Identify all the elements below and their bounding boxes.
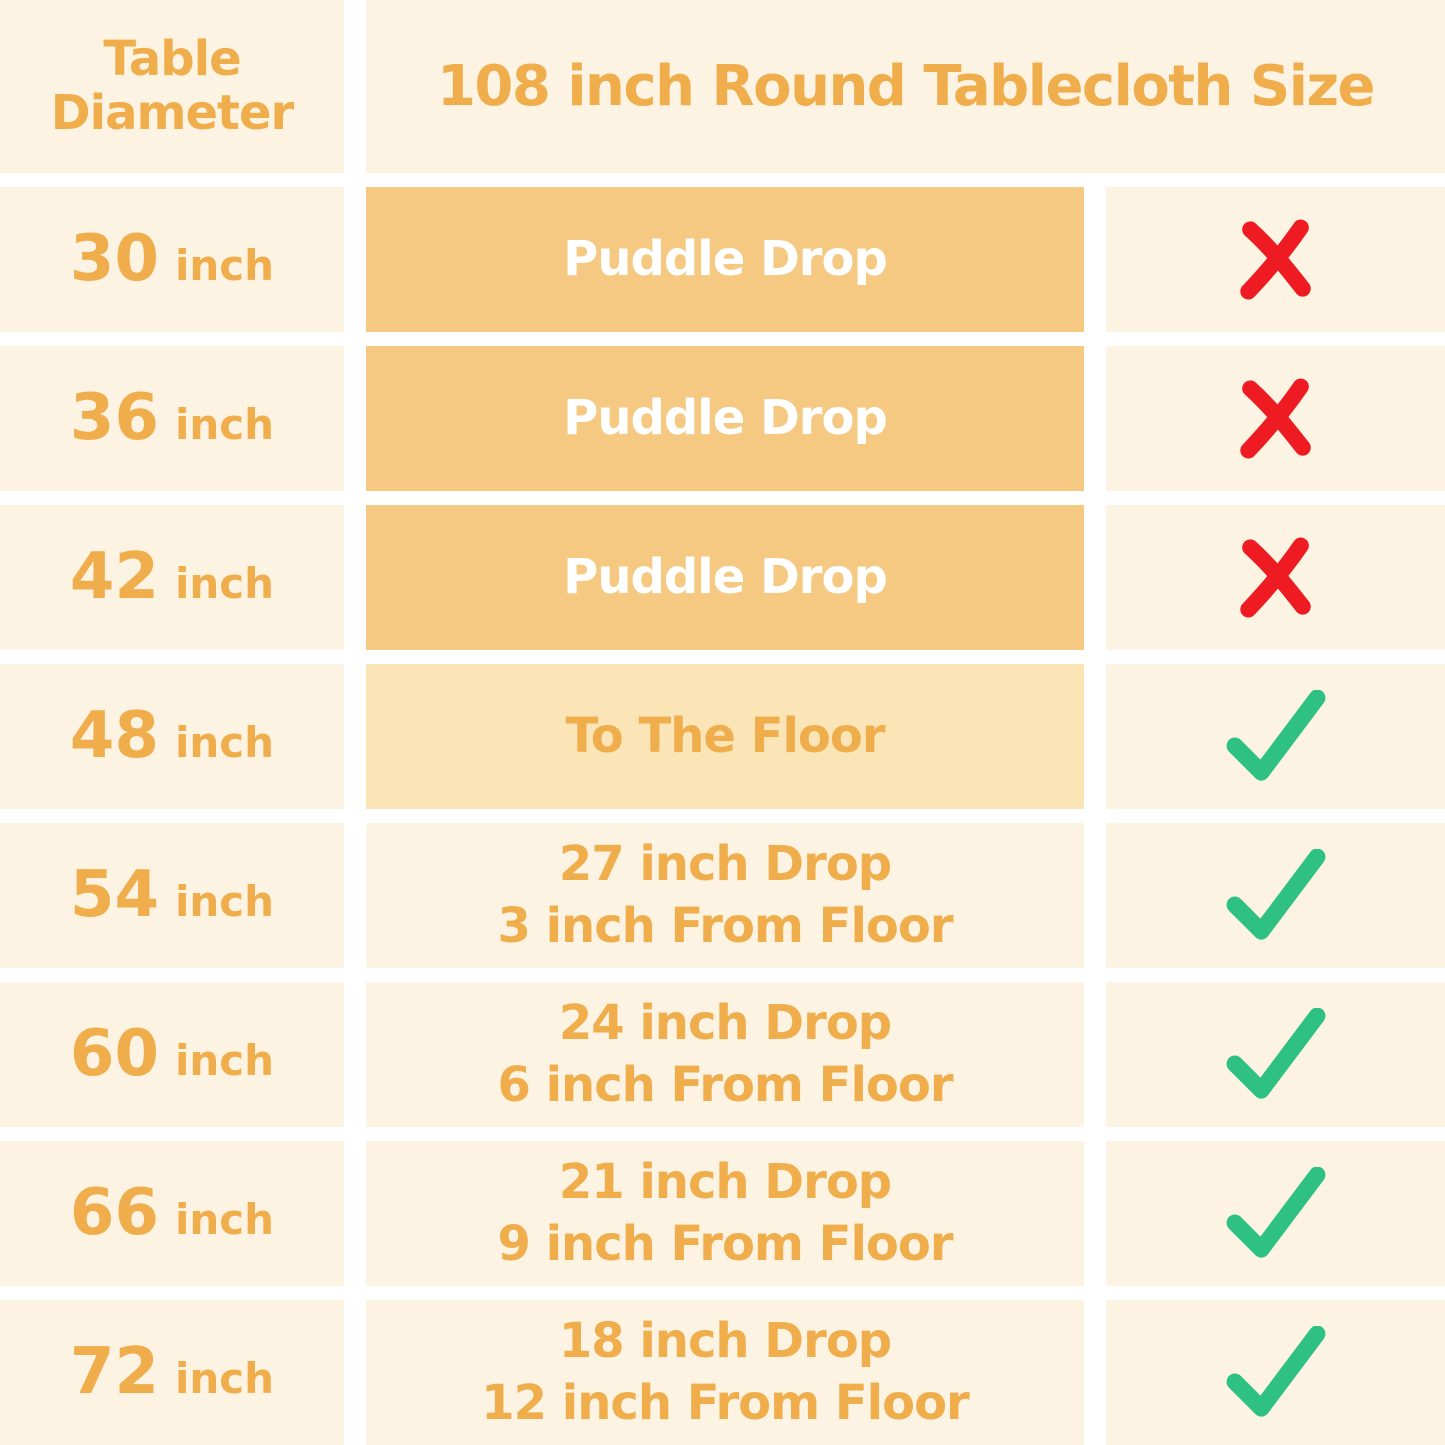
- drop-label: Puddle Drop: [563, 230, 888, 287]
- row-42-diameter-cell: 42 inch: [0, 505, 344, 650]
- diameter-value: 42: [69, 540, 159, 614]
- row-30-drop-cell: Puddle Drop: [366, 187, 1084, 332]
- check-mark-icon: [1226, 689, 1325, 781]
- x-mark-icon: [1239, 219, 1311, 300]
- diameter-value: 48: [69, 699, 159, 773]
- diameter-value: 60: [69, 1017, 159, 1091]
- check-mark-icon: [1226, 1325, 1325, 1417]
- drop-label-line2: 3 inch From Floor: [497, 897, 953, 954]
- row-48-diameter-cell: 48 inch: [0, 664, 344, 809]
- row-36-diameter-cell: 36 inch: [0, 346, 344, 491]
- diameter-value: 66: [69, 1176, 159, 1250]
- drop-label-line2: 9 inch From Floor: [497, 1215, 953, 1272]
- diameter-unit: inch: [174, 241, 275, 290]
- drop-label-line1: 21 inch Drop: [558, 1154, 892, 1211]
- check-mark-icon: [1226, 1007, 1325, 1099]
- drop-label: Puddle Drop: [563, 389, 888, 446]
- row-72-fit-cell: [1106, 1300, 1445, 1445]
- row-54-drop-cell: 27 inch Drop 3 inch From Floor: [366, 823, 1084, 968]
- diameter-unit: inch: [174, 718, 275, 767]
- drop-label-line1: 27 inch Drop: [558, 836, 892, 893]
- row-66-fit-cell: [1106, 1141, 1445, 1286]
- diameter-unit: inch: [174, 1354, 275, 1403]
- diameter-value: 54: [69, 858, 159, 932]
- row-54-diameter-cell: 54 inch: [0, 823, 344, 968]
- row-36-fit-cell: [1106, 346, 1445, 491]
- header-table-diameter: Table Diameter: [0, 0, 344, 173]
- row-66-diameter-cell: 66 inch: [0, 1141, 344, 1286]
- row-48-fit-cell: [1106, 664, 1445, 809]
- row-72-drop-cell: 18 inch Drop 12 inch From Floor: [366, 1300, 1084, 1445]
- drop-label-line1: 18 inch Drop: [558, 1313, 892, 1370]
- drop-label: Puddle Drop: [563, 548, 888, 605]
- check-mark-icon: [1226, 848, 1325, 940]
- row-30-diameter-cell: 30 inch: [0, 187, 344, 332]
- diameter-value: 30: [69, 222, 159, 296]
- row-60-fit-cell: [1106, 982, 1445, 1127]
- x-mark-icon: [1239, 537, 1311, 618]
- diameter-unit: inch: [174, 400, 275, 449]
- diameter-unit: inch: [174, 1195, 275, 1244]
- drop-label-line1: 24 inch Drop: [558, 995, 892, 1052]
- row-42-drop-cell: Puddle Drop: [366, 505, 1084, 650]
- row-42-fit-cell: [1106, 505, 1445, 650]
- x-mark-icon: [1239, 378, 1311, 459]
- diameter-value: 36: [69, 381, 159, 455]
- diameter-unit: inch: [174, 559, 275, 608]
- diameter-value: 72: [69, 1335, 159, 1409]
- drop-label-line2: 12 inch From Floor: [481, 1374, 969, 1431]
- header-tablecloth-size: 108 inch Round Tablecloth Size: [366, 0, 1445, 173]
- row-66-drop-cell: 21 inch Drop 9 inch From Floor: [366, 1141, 1084, 1286]
- diameter-unit: inch: [174, 877, 275, 926]
- row-30-fit-cell: [1106, 187, 1445, 332]
- row-60-diameter-cell: 60 inch: [0, 982, 344, 1127]
- row-72-diameter-cell: 72 inch: [0, 1300, 344, 1445]
- check-mark-icon: [1226, 1166, 1325, 1258]
- diameter-unit: inch: [174, 1036, 275, 1085]
- row-54-fit-cell: [1106, 823, 1445, 968]
- row-60-drop-cell: 24 inch Drop 6 inch From Floor: [366, 982, 1084, 1127]
- drop-label-line2: 6 inch From Floor: [497, 1056, 953, 1113]
- drop-label: To The Floor: [565, 707, 885, 764]
- row-36-drop-cell: Puddle Drop: [366, 346, 1084, 491]
- row-48-drop-cell: To The Floor: [366, 664, 1084, 809]
